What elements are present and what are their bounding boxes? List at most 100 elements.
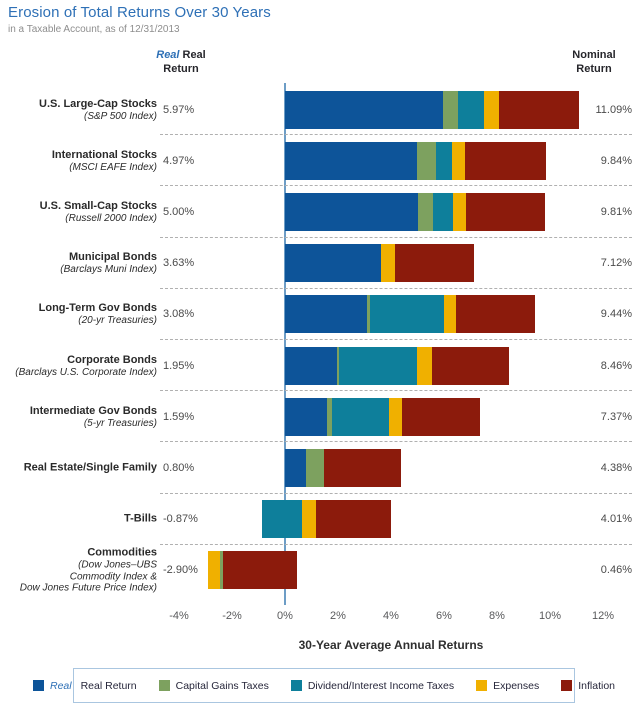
row-separator: [160, 287, 632, 289]
legend-box: Real Real Return Capital Gains Taxes Divide…: [32, 668, 615, 703]
nominal-return-value: 9.44%: [600, 308, 632, 321]
axis-tick-label: 10%: [538, 610, 562, 622]
segment-inflation: [456, 295, 536, 334]
real-return-value: 0.80%: [163, 461, 195, 474]
row-label: Commodities (Dow Jones–UBS Commodity Index…: [0, 547, 157, 595]
asset-name: T-Bills: [123, 512, 157, 525]
segment-dividend_interest_income_taxes: [435, 141, 452, 180]
stacked-bar: [285, 448, 402, 487]
segment-dividend_interest_income_taxes: [338, 346, 418, 385]
chart-row: Commodities (Dow Jones–UBS Commodity Index…: [0, 545, 640, 596]
stacked-bar: [285, 192, 545, 231]
asset-name: Commodities: [87, 546, 157, 559]
legend-label: Inflation: [578, 679, 616, 692]
axis-tick-label: 2%: [330, 610, 346, 622]
segment-inflation: [466, 192, 545, 231]
row-label: U.S. Small-Cap Stocks (Russell 2000 Index…: [0, 200, 157, 225]
legend-swatch-capital_gains_taxes: [158, 680, 170, 691]
row-separator: [160, 441, 632, 443]
real-return-value: 5.97%: [163, 103, 195, 116]
chart-row: Real Estate/Single Family 0.80% 4.38%: [0, 442, 640, 494]
real-return-value: 3.63%: [163, 257, 195, 270]
segment-inflation: [431, 346, 510, 385]
stacked-bar: [285, 295, 536, 334]
page-subtitle: in a Taxable Account, as of 12/31/2013: [8, 24, 180, 35]
asset-name: Intermediate Gov Bonds: [29, 404, 157, 417]
nominal-return-value: 7.37%: [600, 410, 632, 423]
stacked-bar: [285, 244, 474, 283]
segment-capital_gains_taxes: [443, 90, 458, 129]
nominal-return-value: 0.46%: [600, 564, 632, 577]
segment-real_return: [285, 295, 367, 334]
nominal-return-value: 4.01%: [600, 513, 632, 526]
row-label: Intermediate Gov Bonds (5-yr Treasuries): [0, 405, 157, 430]
real-return-value: 1.95%: [163, 359, 195, 372]
chart-row: Long-Term Gov Bonds (20-yr Treasuries) 3.0…: [0, 289, 640, 340]
axis-tick-label: 8%: [489, 610, 505, 622]
segment-real_return: [285, 192, 418, 231]
stacked-bar: [285, 346, 510, 385]
row-label: Municipal Bonds (Barclays Muni Index): [0, 251, 157, 276]
segment-inflation: [498, 90, 579, 129]
stacked-bar: [261, 500, 392, 539]
legend-item-dividend_interest_income_taxes: Dividend/Interest Income Taxes: [290, 680, 454, 692]
chart-row: Municipal Bonds (Barclays Muni Index) 3.63…: [0, 238, 640, 289]
row-separator: [160, 492, 632, 494]
real-return-header-line1: Real Real: [131, 49, 231, 63]
segment-capital_gains_taxes: [220, 551, 224, 590]
segment-expenses: [381, 244, 395, 283]
segment-expenses: [451, 141, 465, 180]
chart-row: T-Bills -0.87% 4.01%: [0, 494, 640, 545]
asset-name: International Stocks: [51, 148, 157, 161]
segment-inflation: [324, 448, 402, 487]
segment-inflation: [315, 500, 392, 539]
row-label: Long-Term Gov Bonds (20-yr Treasuries): [0, 302, 157, 327]
axis-tick-label: 4%: [383, 610, 399, 622]
row-label: T-Bills: [0, 513, 157, 526]
asset-name: U.S. Large-Cap Stocks: [39, 97, 157, 110]
legend-item-real_return: Real Real Return: [32, 680, 137, 692]
segment-expenses: [302, 500, 316, 539]
row-separator: [160, 236, 632, 238]
segment-real_return: [285, 244, 382, 283]
nominal-return-value: 9.84%: [600, 154, 632, 167]
segment-real_return: [285, 397, 328, 436]
segment-capital_gains_taxes: [366, 295, 370, 334]
stacked-bar: [285, 141, 546, 180]
row-separator: [160, 185, 632, 187]
legend-swatch-dividend_interest_income_taxes: [290, 680, 302, 691]
segment-real_return: [285, 346, 337, 385]
asset-index-name: (5-yr Treasuries): [83, 417, 157, 429]
asset-name: U.S. Small-Cap Stocks: [39, 199, 157, 212]
asset-name: Real Estate/Single Family: [23, 461, 157, 474]
chart-row: Corporate Bonds (Barclays U.S. Corporate …: [0, 340, 640, 392]
row-separator: [160, 338, 632, 340]
segment-expenses: [208, 551, 221, 590]
segment-real_return: [285, 141, 417, 180]
segment-expenses: [443, 295, 457, 334]
real-return-value: -0.87%: [163, 513, 198, 526]
x-axis-title: 30-Year Average Annual Returns: [298, 638, 484, 652]
segment-capital_gains_taxes: [417, 192, 434, 231]
stacked-bar: [208, 551, 298, 590]
segment-expenses: [453, 192, 467, 231]
chart-row: U.S. Large-Cap Stocks (S&P 500 Index) 5.97…: [0, 84, 640, 136]
nominal-return-value: 11.09%: [595, 103, 633, 116]
real-rest-label: Real: [182, 49, 206, 61]
legend-swatch-real_return: [32, 680, 44, 691]
real-italic-label: Real: [156, 49, 180, 61]
asset-name: Municipal Bonds: [69, 250, 157, 263]
chart-row: U.S. Small-Cap Stocks (Russell 2000 Index…: [0, 186, 640, 238]
segment-capital_gains_taxes: [327, 397, 332, 436]
asset-name: Long-Term Gov Bonds: [38, 302, 157, 315]
row-separator: [160, 134, 632, 136]
asset-index-name: (Russell 2000 Index): [65, 212, 157, 224]
asset-name: Corporate Bonds: [67, 353, 157, 366]
stacked-bar: [285, 90, 579, 129]
real-return-value: -2.90%: [163, 564, 198, 577]
chart-rows-area: U.S. Large-Cap Stocks (S&P 500 Index) 5.97…: [0, 84, 640, 596]
legend-label: Capital Gains Taxes: [175, 679, 269, 692]
row-separator: [160, 390, 632, 392]
axis-tick-label: 6%: [436, 610, 452, 622]
nominal-header-line2: Return: [576, 62, 612, 75]
